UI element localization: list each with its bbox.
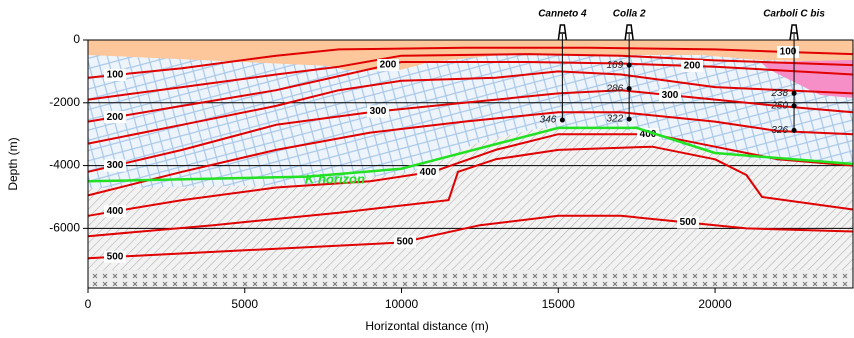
isotherm-label-bg — [394, 235, 416, 248]
y-tick-label: -6000 — [49, 221, 80, 235]
isotherm-label: 400 — [107, 206, 124, 217]
isotherm-label: 200 — [107, 112, 124, 123]
basement-layer — [88, 128, 853, 270]
isotherm-label-bg — [104, 111, 126, 124]
isotherm-label-bg — [637, 128, 659, 141]
temperature-label: 169 — [606, 60, 623, 71]
isotherm-label: 400 — [640, 129, 657, 140]
isotherm-label: 400 — [420, 167, 437, 178]
x-axis-label: Horizontal distance (m) — [365, 319, 488, 333]
k-horizon-label: K horizon — [305, 171, 365, 186]
y-tick-label: 0 — [73, 32, 80, 46]
well-derrick — [789, 24, 799, 41]
temperature-point — [791, 103, 797, 109]
isotherm-label: 500 — [397, 236, 414, 247]
isotherm-label-bg — [104, 68, 126, 81]
temperature-point — [559, 117, 565, 123]
wells: Canneto 4 346 Colla 2 169 286 322 Carboli C bi… — [538, 9, 825, 136]
temperature-label: 326 — [771, 125, 788, 136]
well-name: Carboli C bis — [763, 9, 825, 20]
isotherm-label: 100 — [780, 47, 797, 58]
isotherm-label-bg — [104, 205, 126, 218]
isotherm — [87, 46, 854, 79]
well-name: Canneto 4 — [538, 9, 587, 20]
y-axis-label: Depth (m) — [6, 137, 20, 190]
temperature-label: 346 — [540, 115, 557, 126]
isotherms: 100 100 200 200 200 300 300 300 400 400 400 500 500 5… — [87, 46, 854, 263]
geology — [88, 40, 853, 288]
k-horizon-layer: K horizon — [87, 126, 854, 186]
isotherm-label-bg — [104, 159, 126, 172]
isotherm-label: 500 — [107, 251, 124, 262]
temperature-point — [626, 116, 632, 122]
isotherm — [87, 89, 854, 173]
temperature-label: 322 — [606, 114, 623, 125]
isotherm-label: 100 — [107, 70, 124, 81]
x-tick-label: 10000 — [385, 297, 419, 311]
temperature-point — [626, 62, 632, 68]
isotherm-label: 300 — [370, 106, 387, 117]
well-derrick — [624, 24, 634, 41]
isotherm — [87, 133, 854, 217]
isotherm — [87, 53, 854, 101]
y-tick-label: -4000 — [49, 158, 80, 172]
temperature-label: 250 — [770, 101, 788, 112]
isotherm-label: 500 — [680, 217, 697, 228]
evaporite-layer — [760, 60, 853, 98]
y-tick-label: -2000 — [49, 95, 80, 109]
isotherm-label-bg — [104, 250, 126, 263]
isotherm-label-bg — [777, 46, 799, 59]
isotherm-label: 200 — [380, 60, 397, 71]
deep-layer — [88, 270, 853, 288]
x-tick-label: 20000 — [698, 297, 732, 311]
temperature-label: 286 — [605, 83, 623, 94]
temperature-label: 238 — [770, 88, 788, 99]
isotherm — [87, 214, 854, 260]
isotherm-label: 200 — [684, 61, 701, 72]
x-tick-label: 15000 — [542, 297, 576, 311]
well-derrick — [557, 24, 568, 41]
isotherm — [87, 70, 854, 145]
temperature-point — [626, 86, 632, 92]
temperature-point — [791, 90, 797, 96]
isotherm — [87, 145, 854, 238]
plot-frame — [87, 39, 854, 289]
isotherm-label-bg — [377, 59, 399, 72]
isotherm-label-bg — [681, 59, 703, 72]
isotherm-label-bg — [677, 216, 699, 229]
well-name: Colla 2 — [613, 9, 646, 20]
isotherm-label-bg — [417, 166, 439, 179]
axes — [83, 39, 854, 293]
x-tick-label: 5000 — [231, 297, 258, 311]
isotherm-label-bg — [367, 105, 389, 118]
isotherm — [87, 111, 854, 197]
k-horizon — [87, 126, 854, 183]
isotherm-label-bg — [659, 89, 681, 102]
isotherm-label: 300 — [662, 90, 679, 101]
temperature-point — [791, 127, 797, 133]
isotherm-label: 300 — [107, 160, 124, 171]
x-tick-label: 0 — [85, 297, 92, 311]
